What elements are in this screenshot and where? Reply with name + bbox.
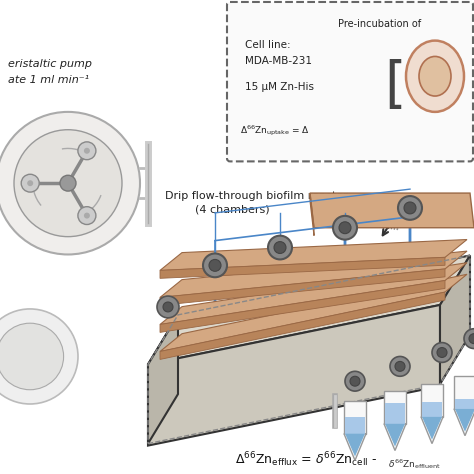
Ellipse shape (406, 41, 464, 112)
Text: MDA-MB-231: MDA-MB-231 (245, 56, 312, 66)
Circle shape (78, 142, 96, 160)
Circle shape (437, 347, 447, 357)
Text: 10$^6$ cells/cm$^2$: 10$^6$ cells/cm$^2$ (346, 214, 404, 234)
Text: 15 μM Zn-His: 15 μM Zn-His (245, 82, 314, 92)
Circle shape (345, 371, 365, 391)
Circle shape (0, 323, 64, 390)
Text: eristaltic pump: eristaltic pump (8, 59, 92, 69)
Polygon shape (160, 251, 467, 298)
Circle shape (390, 356, 410, 376)
Text: $\delta^{66}$Zn$_{\rm effluent}$: $\delta^{66}$Zn$_{\rm effluent}$ (388, 457, 441, 471)
Circle shape (209, 259, 221, 271)
Circle shape (157, 296, 179, 318)
FancyBboxPatch shape (454, 376, 474, 409)
Polygon shape (160, 239, 467, 270)
FancyBboxPatch shape (227, 2, 473, 162)
Polygon shape (160, 263, 467, 325)
Polygon shape (421, 417, 443, 444)
Polygon shape (148, 305, 440, 446)
Polygon shape (148, 255, 470, 365)
Circle shape (163, 302, 173, 312)
Polygon shape (178, 255, 470, 394)
Circle shape (0, 309, 78, 404)
Polygon shape (455, 409, 474, 432)
Bar (345, 417, 365, 434)
Text: Flow direction: Flow direction (166, 403, 239, 413)
Text: $_{\rm cell}$: $_{\rm cell}$ (258, 358, 271, 369)
Text: [: [ (384, 59, 406, 113)
Circle shape (84, 148, 90, 154)
Circle shape (333, 216, 357, 240)
Polygon shape (345, 434, 365, 456)
FancyBboxPatch shape (384, 391, 406, 424)
Circle shape (432, 343, 452, 363)
Circle shape (404, 202, 416, 214)
Circle shape (84, 213, 90, 219)
Text: $\Delta^{66}$Zn$_{\mathrm{uptake}}$ = $\Delta$: $\Delta^{66}$Zn$_{\mathrm{uptake}}$ = $\… (240, 124, 310, 138)
Polygon shape (454, 409, 474, 436)
Polygon shape (344, 434, 366, 460)
Circle shape (27, 180, 33, 186)
Circle shape (350, 376, 360, 386)
Text: $\Delta^{66}$Zn$_{\rm efflux}$ = $\delta^{66}$Zn$_{\rm cell}$ -: $\Delta^{66}$Zn$_{\rm efflux}$ = $\delta… (235, 450, 377, 469)
Text: $\delta^{66}$Zn: $\delta^{66}$Zn (355, 287, 387, 306)
Text: Zn "loaded" c: Zn "loaded" c (340, 203, 409, 221)
Text: (4 chambers): (4 chambers) (195, 205, 270, 215)
Bar (422, 402, 442, 417)
Text: Pre-incubation of: Pre-incubation of (338, 19, 421, 29)
Circle shape (398, 196, 422, 220)
Circle shape (395, 361, 405, 371)
Circle shape (78, 207, 96, 225)
Circle shape (14, 130, 122, 237)
Polygon shape (160, 269, 445, 305)
Polygon shape (310, 193, 474, 228)
Polygon shape (384, 424, 406, 450)
Circle shape (21, 174, 39, 192)
Polygon shape (160, 257, 445, 278)
FancyBboxPatch shape (421, 384, 443, 417)
Circle shape (464, 329, 474, 348)
Polygon shape (385, 424, 405, 447)
Bar (385, 402, 405, 424)
Polygon shape (310, 193, 314, 236)
Polygon shape (160, 281, 445, 332)
Circle shape (469, 334, 474, 344)
Circle shape (60, 175, 76, 191)
Polygon shape (160, 274, 467, 352)
Polygon shape (440, 255, 470, 384)
Text: ate 1 ml min⁻¹: ate 1 ml min⁻¹ (8, 75, 89, 85)
Polygon shape (160, 292, 445, 359)
FancyBboxPatch shape (344, 401, 366, 434)
Text: $\delta^{66}$Zn: $\delta^{66}$Zn (240, 346, 272, 365)
Bar (455, 399, 474, 409)
Polygon shape (422, 417, 442, 439)
Ellipse shape (419, 56, 451, 96)
Circle shape (0, 112, 140, 255)
Circle shape (274, 242, 286, 254)
Polygon shape (148, 315, 178, 444)
Text: $_{\rm cell}$: $_{\rm cell}$ (373, 299, 386, 310)
Circle shape (339, 222, 351, 234)
Circle shape (268, 236, 292, 259)
Circle shape (203, 254, 227, 277)
Text: Drip flow-through biofilm reactor: Drip flow-through biofilm reactor (165, 191, 348, 201)
Text: Cell line:: Cell line: (245, 40, 291, 50)
